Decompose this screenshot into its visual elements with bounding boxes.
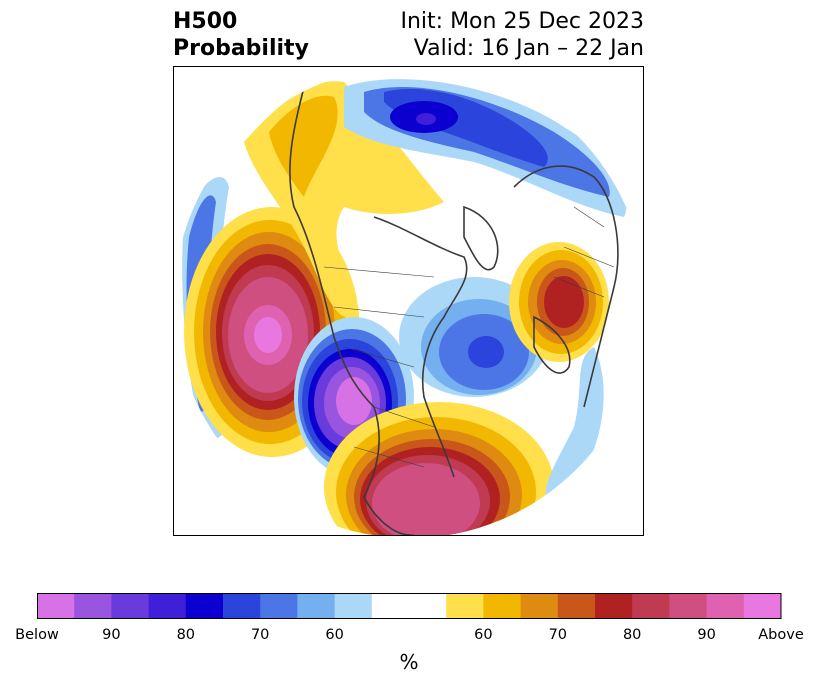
colorbar-tick-label: 80 [622, 627, 642, 643]
colorbar-tick-label: 90 [102, 627, 121, 643]
colorbar-segment [632, 593, 670, 619]
colorbar-tick-label: 80 [176, 627, 196, 643]
colorbar-segment [297, 593, 336, 619]
title-product: Probability [173, 36, 309, 61]
title-init-date: Init: Mon 25 Dec 2023 [400, 9, 645, 34]
title-right: Init: Mon 25 Dec 2023 Valid: 16 Jan – 22… [401, 8, 645, 62]
east-ridge-90 [372, 463, 480, 535]
eurasia-coast [513, 165, 619, 408]
colorbar-segment [334, 593, 373, 619]
colorbar-segment [706, 593, 745, 619]
colorbar-tick-label: 70 [548, 627, 568, 643]
colorbar-segment [557, 593, 596, 619]
coastlines [289, 86, 619, 535]
alaska-above-65 [269, 95, 338, 197]
colorbar-segment [595, 593, 633, 619]
colorbar [37, 593, 782, 619]
title-variable: H500 [173, 9, 238, 34]
colorbar-segment [74, 593, 112, 619]
colorbar-tick-label: 90 [697, 627, 716, 643]
colorbar-segment [148, 593, 187, 619]
north-america-east-coast [373, 216, 468, 478]
west-trough-max [336, 377, 372, 425]
greenland-coast [463, 205, 499, 271]
map-frame [173, 66, 644, 536]
colorbar-segment [111, 593, 150, 619]
colorbar-tick-label: 60 [325, 627, 344, 643]
title-valid-range: Valid: 16 Jan – 22 Jan [413, 36, 644, 61]
north-america-west-coast [289, 86, 415, 535]
map-content [174, 67, 643, 535]
colorbar-segment [669, 593, 708, 619]
colorbar-units-label: % [399, 650, 419, 674]
arctic-trough-core [416, 113, 436, 125]
colorbar-segment [371, 593, 410, 619]
eurasia-borders [553, 206, 615, 298]
us-state-lines [323, 266, 435, 468]
colorbar-segment [483, 593, 522, 619]
probability-map [174, 67, 643, 535]
colorbar-tick-label: Above [758, 627, 804, 643]
atlantic-trough-80 [468, 336, 504, 368]
colorbar-tick-label: 70 [250, 627, 270, 643]
colorbar-segment [743, 593, 782, 619]
europe-ridge-80 [544, 276, 584, 328]
colorbar-segment [446, 593, 484, 619]
colorbar-segment [223, 593, 261, 619]
colorbar-segment [185, 593, 224, 619]
colorbar-tick-label: Below [15, 627, 59, 643]
pacific-ridge-max [254, 317, 282, 353]
colorbar-tick-label: 60 [474, 627, 493, 643]
europe-coast [533, 315, 571, 374]
title-left: H500 Probability [173, 8, 309, 62]
colorbar-segment [409, 593, 447, 619]
colorbar-border [37, 593, 782, 619]
colorbar-segment [520, 593, 559, 619]
colorbar-segment [260, 593, 298, 619]
borders [323, 206, 615, 468]
colorbar-segment [37, 593, 75, 619]
